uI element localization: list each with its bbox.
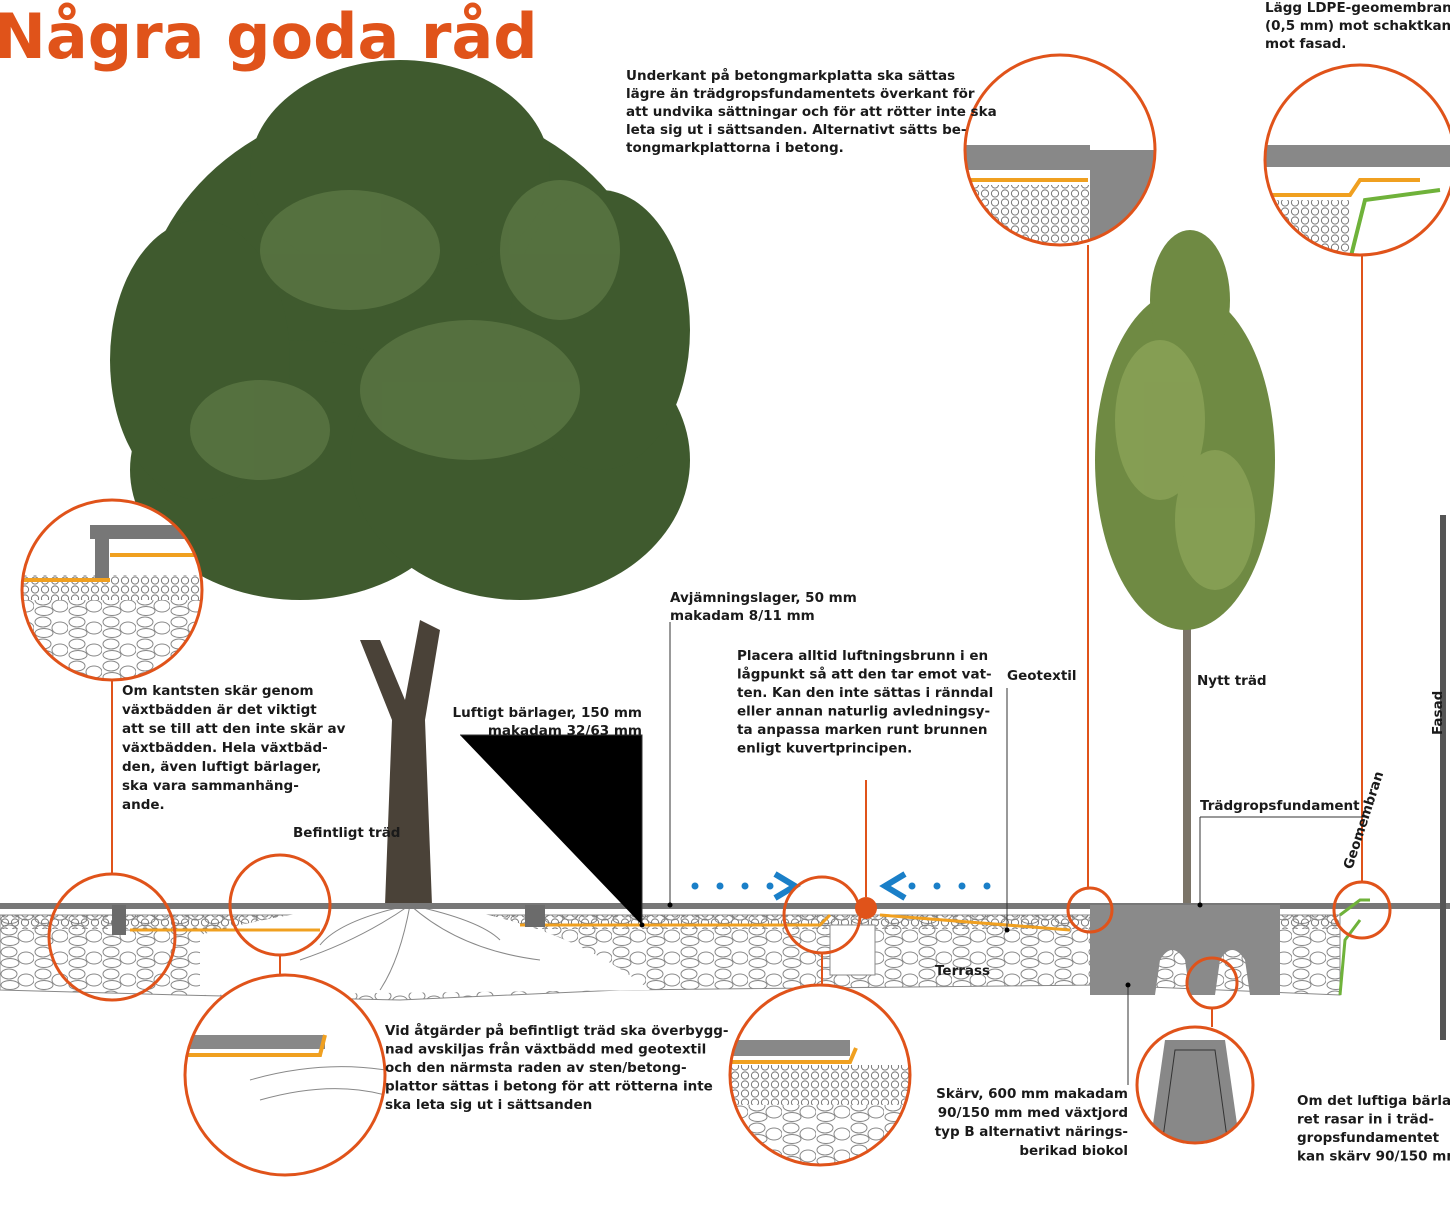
annotation-line: tongmarkplattorna i betong.: [626, 140, 844, 156]
annotation-line: Nytt träd: [1197, 673, 1267, 689]
title: Några goda råd: [0, 0, 538, 73]
annotation-line: leta sig ut i sättsanden. Alternativt sä…: [626, 122, 967, 138]
annotation-line: (0,5 mm) mot schaktkant: [1265, 18, 1450, 34]
annotation-line: ska vara sammanhäng-: [122, 778, 299, 794]
annotation-line: makadam 8/11 mm: [670, 608, 815, 624]
diagram: Några goda råd Underkant på betongmarkpl…: [0, 0, 1450, 1214]
annotation-line: ta anpassa marken runt brunnen: [737, 722, 988, 738]
annotation-line: ten. Kan den inte sättas i ränndal: [737, 685, 993, 701]
annotation-line: Geomembran: [1341, 769, 1388, 871]
annotation-line: Om det luftiga bärlage: [1297, 1093, 1450, 1109]
annotation-line: Befintligt träd: [293, 825, 400, 841]
annotation-line: gropsfundamentet: [1297, 1130, 1440, 1146]
annotation-line: Avjämningslager, 50 mm: [670, 590, 857, 606]
annotation-line: växtbädden är det viktigt: [122, 702, 317, 718]
annotation-line: plattor sättas i betong för att rötterna…: [385, 1079, 713, 1095]
annotation-line: Fasad: [1430, 691, 1446, 735]
annotation-line: ande.: [122, 797, 165, 813]
annotation-line: 90/150 mm med växtjord: [938, 1105, 1128, 1121]
annotation-line: Lägg LDPE-geomembran: [1265, 0, 1450, 16]
annotation-line: kan skärv 90/150 mm: [1297, 1149, 1450, 1165]
annotation-line: lägre än trädgropsfundamentets överkant …: [626, 86, 975, 102]
annotation-line: Placera alltid luftningsbrunn i en: [737, 648, 988, 664]
page: Några goda råd Underkant på betongmarkpl…: [0, 0, 1450, 1214]
annotation-line: lågpunkt så att den tar emot vat-: [737, 666, 992, 683]
annotation-line: enligt kuvertprincipen.: [737, 741, 912, 757]
annotation-line: Skärv, 600 mm makadam: [936, 1086, 1128, 1102]
annotation-line: ret rasar in i träd-: [1297, 1112, 1434, 1128]
annotation-line: makadam 32/63 mm: [488, 723, 642, 739]
annotation-line: Om kantsten skär genom: [122, 683, 314, 699]
annotation-line: Vid åtgärder på befintligt träd ska över…: [385, 1022, 729, 1039]
water-arrows: [692, 874, 991, 898]
annotation-line: berikad biokol: [1019, 1143, 1128, 1159]
annotation-line: att se till att den inte skär av: [122, 721, 346, 737]
annotation-line: att undvika sättningar och för att rötte…: [626, 104, 997, 120]
annotation-line: Luftigt bärlager, 150 mm: [453, 705, 643, 721]
annotation-line: Trädgropsfundament: [1200, 798, 1360, 814]
annotation-line: växtbädden. Hela växtbäd-: [122, 740, 328, 756]
annotation-line: och den närmsta raden av sten/betong-: [385, 1060, 687, 1076]
annotation-line: ska leta sig ut i sättsanden: [385, 1097, 592, 1113]
annotation-line: Terrass: [935, 963, 990, 979]
annotation-line: eller annan naturlig avledningsy-: [737, 704, 990, 720]
annotation-line: typ B alternativt närings-: [935, 1124, 1128, 1140]
annotation-line: nad avskiljas från växtbädd med geotexti…: [385, 1041, 706, 1058]
annotation-line: den, även luftigt bärlager,: [122, 759, 321, 775]
annotation-line: Underkant på betongmarkplatta ska sättas: [626, 67, 955, 84]
annotation-line: Geotextil: [1007, 668, 1077, 684]
annotation-line: mot fasad.: [1265, 36, 1346, 52]
